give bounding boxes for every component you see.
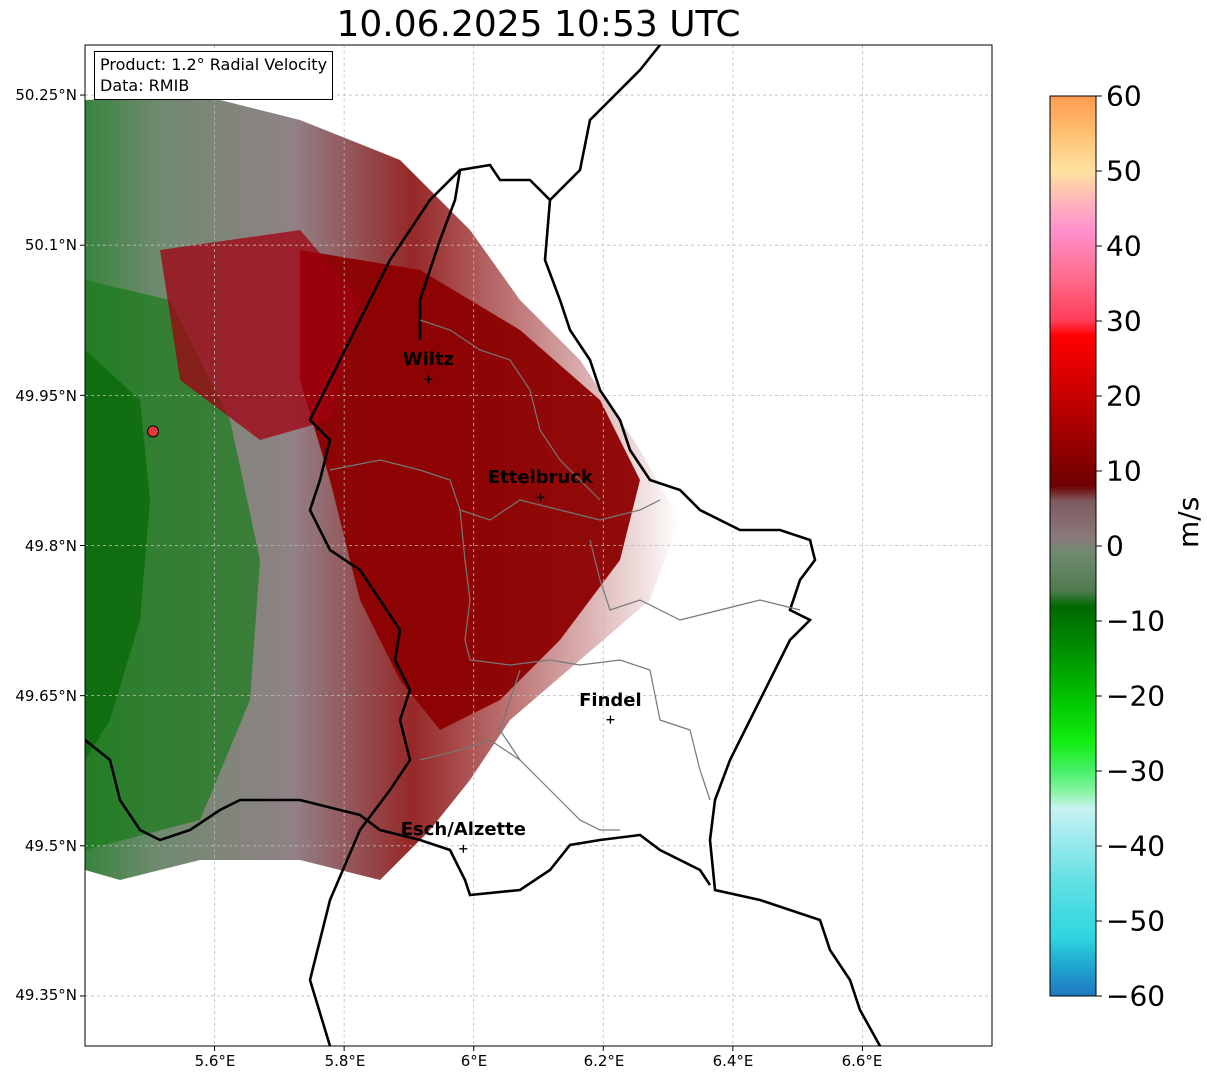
colorbar-unit-label: m/s (1172, 496, 1205, 548)
lat-tick: 49.5°N (24, 837, 77, 855)
city-marker (606, 715, 615, 724)
colorbar-tick-label: 30 (1106, 304, 1142, 338)
lon-tick: 6°E (460, 1052, 488, 1070)
lat-tick: 49.8°N (24, 537, 77, 555)
colorbar-tick-label: 50 (1106, 154, 1142, 188)
product-label: Product: 1.2° Radial Velocity (100, 55, 328, 74)
product-info-box: Product: 1.2° Radial Velocity Data: RMIB (94, 51, 334, 100)
colorbar-tick-label: 60 (1106, 79, 1142, 113)
radar-echo-field (85, 95, 680, 880)
lat-tick: 50.1°N (24, 236, 77, 254)
colorbar-tick-label: 40 (1106, 229, 1142, 263)
country-borders (85, 45, 882, 1046)
colorbar-ticks (1096, 95, 1102, 997)
city-label-wiltz: Wiltz (402, 349, 454, 371)
city-marker (536, 493, 545, 502)
lon-tick: 6.6°E (841, 1052, 883, 1070)
city-marker (424, 375, 433, 384)
city-label-findel: Findel (579, 689, 642, 711)
colorbar (1049, 95, 1097, 997)
colorbar-tick-label: −10 (1106, 604, 1166, 638)
city-label-ettelbruck: Ettelbruck (487, 467, 593, 489)
lat-tick: 49.35°N (15, 986, 77, 1004)
colorbar-tick-label: 0 (1106, 529, 1124, 563)
colorbar-tick-label: −60 (1106, 979, 1166, 1013)
city-marker (459, 844, 468, 853)
lon-tick: 5.6°E (194, 1052, 236, 1070)
map-title: 10.06.2025 10:53 UTC (336, 4, 741, 45)
colorbar-tick-label: −30 (1106, 754, 1166, 788)
lon-tick: 5.8°E (324, 1052, 366, 1070)
data-source-label: Data: RMIB (100, 76, 190, 95)
radar-site-marker (147, 425, 160, 438)
lat-tick: 50.25°N (15, 86, 77, 104)
canton-boundaries (329, 319, 801, 831)
colorbar-tick-label: 20 (1106, 379, 1142, 413)
colorbar-tick-label: −50 (1106, 904, 1166, 938)
lon-tick: 6.4°E (712, 1052, 754, 1070)
colorbar-tick-label: 10 (1106, 454, 1142, 488)
lon-tick: 6.2°E (583, 1052, 625, 1070)
lat-tick: 49.65°N (15, 687, 77, 705)
lat-tick: 49.95°N (15, 387, 77, 405)
colorbar-tick-label: −20 (1106, 679, 1166, 713)
colorbar-tick-label: −40 (1106, 829, 1166, 863)
city-markers (424, 375, 615, 853)
city-label-esch-alzette: Esch/Alzette (400, 818, 526, 840)
axis-ticks (80, 94, 863, 1051)
